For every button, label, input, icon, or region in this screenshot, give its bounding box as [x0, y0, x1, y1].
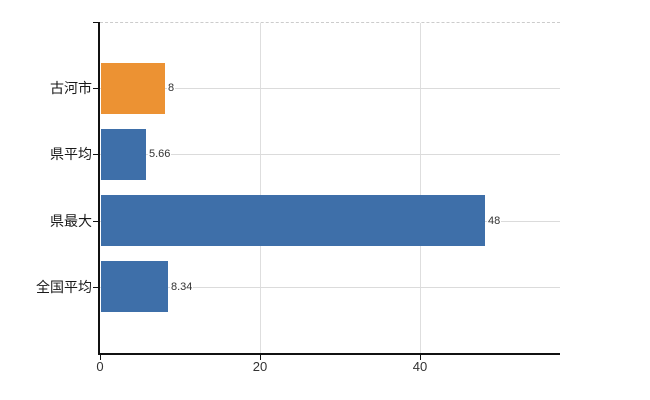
- y-axis-tick: [93, 154, 99, 155]
- y-axis-line: [98, 22, 100, 355]
- bar-4[interactable]: [101, 261, 168, 312]
- gridline-vertical: [420, 23, 421, 353]
- x-axis-tick: [100, 354, 101, 360]
- bar-value-label: 5.66: [148, 147, 172, 161]
- category-label: 古河市: [50, 80, 92, 96]
- category-label: 全国平均: [36, 279, 92, 295]
- gridline-horizontal: [100, 287, 560, 288]
- x-axis-tick: [420, 354, 421, 360]
- y-axis-tick: [93, 221, 99, 222]
- bar-1[interactable]: [101, 63, 165, 114]
- x-axis-tick: [260, 354, 261, 360]
- bar-2[interactable]: [101, 129, 146, 180]
- category-label: 県平均: [50, 146, 92, 162]
- bar-value-label: 48: [487, 214, 502, 228]
- gridline-horizontal: [100, 154, 560, 155]
- y-axis-tick: [93, 88, 99, 89]
- category-label: 県最大: [50, 213, 92, 229]
- x-tick-label: 20: [252, 359, 268, 374]
- plot-top-border: [100, 22, 560, 23]
- bar-3[interactable]: [101, 195, 485, 246]
- y-axis-tick: [93, 287, 99, 288]
- y-axis-tick: [93, 22, 99, 23]
- gridline-horizontal: [100, 88, 560, 89]
- x-tick-label: 40: [412, 359, 428, 374]
- x-tick-label: 0: [96, 359, 104, 374]
- gridline-vertical: [260, 23, 261, 353]
- bar-value-label: 8.34: [170, 280, 194, 294]
- bar-value-label: 8: [167, 81, 176, 95]
- x-axis-line: [98, 353, 560, 355]
